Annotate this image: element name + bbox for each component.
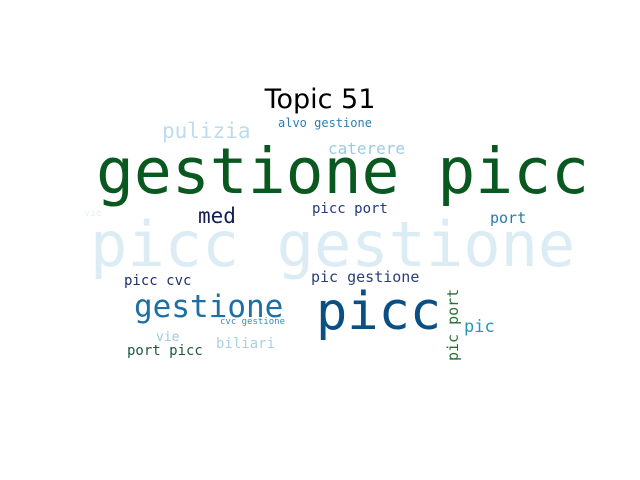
word-cvc-gestione: cvc gestione [220, 317, 286, 327]
word-pic-gestione: pic gestione [311, 268, 420, 286]
word-vie-faint: vie [84, 208, 103, 219]
word-pic: pic [464, 317, 495, 337]
word-picc-port: picc port [312, 201, 388, 217]
word-port: port [490, 209, 527, 227]
chart-title: Topic 51 [264, 84, 376, 115]
word-picc-gestione: picc gestione [90, 208, 576, 281]
word-biliari: biliari [216, 336, 276, 352]
word-picc-cvc: picc cvc [124, 273, 192, 289]
word-vie: vie [156, 330, 180, 345]
word-pic-port: pic port [444, 288, 462, 361]
word-med: med [198, 204, 236, 228]
word-gestione-picc: gestione picc [96, 135, 590, 208]
word-port-picc: port picc [127, 343, 203, 359]
word-alvo-gestione: alvo gestione [278, 116, 372, 130]
word-pulizia: pulizia [162, 119, 251, 143]
word-caterere: caterere [328, 139, 406, 158]
word-gestione: gestione [134, 289, 284, 325]
word-picc: picc [316, 282, 442, 342]
